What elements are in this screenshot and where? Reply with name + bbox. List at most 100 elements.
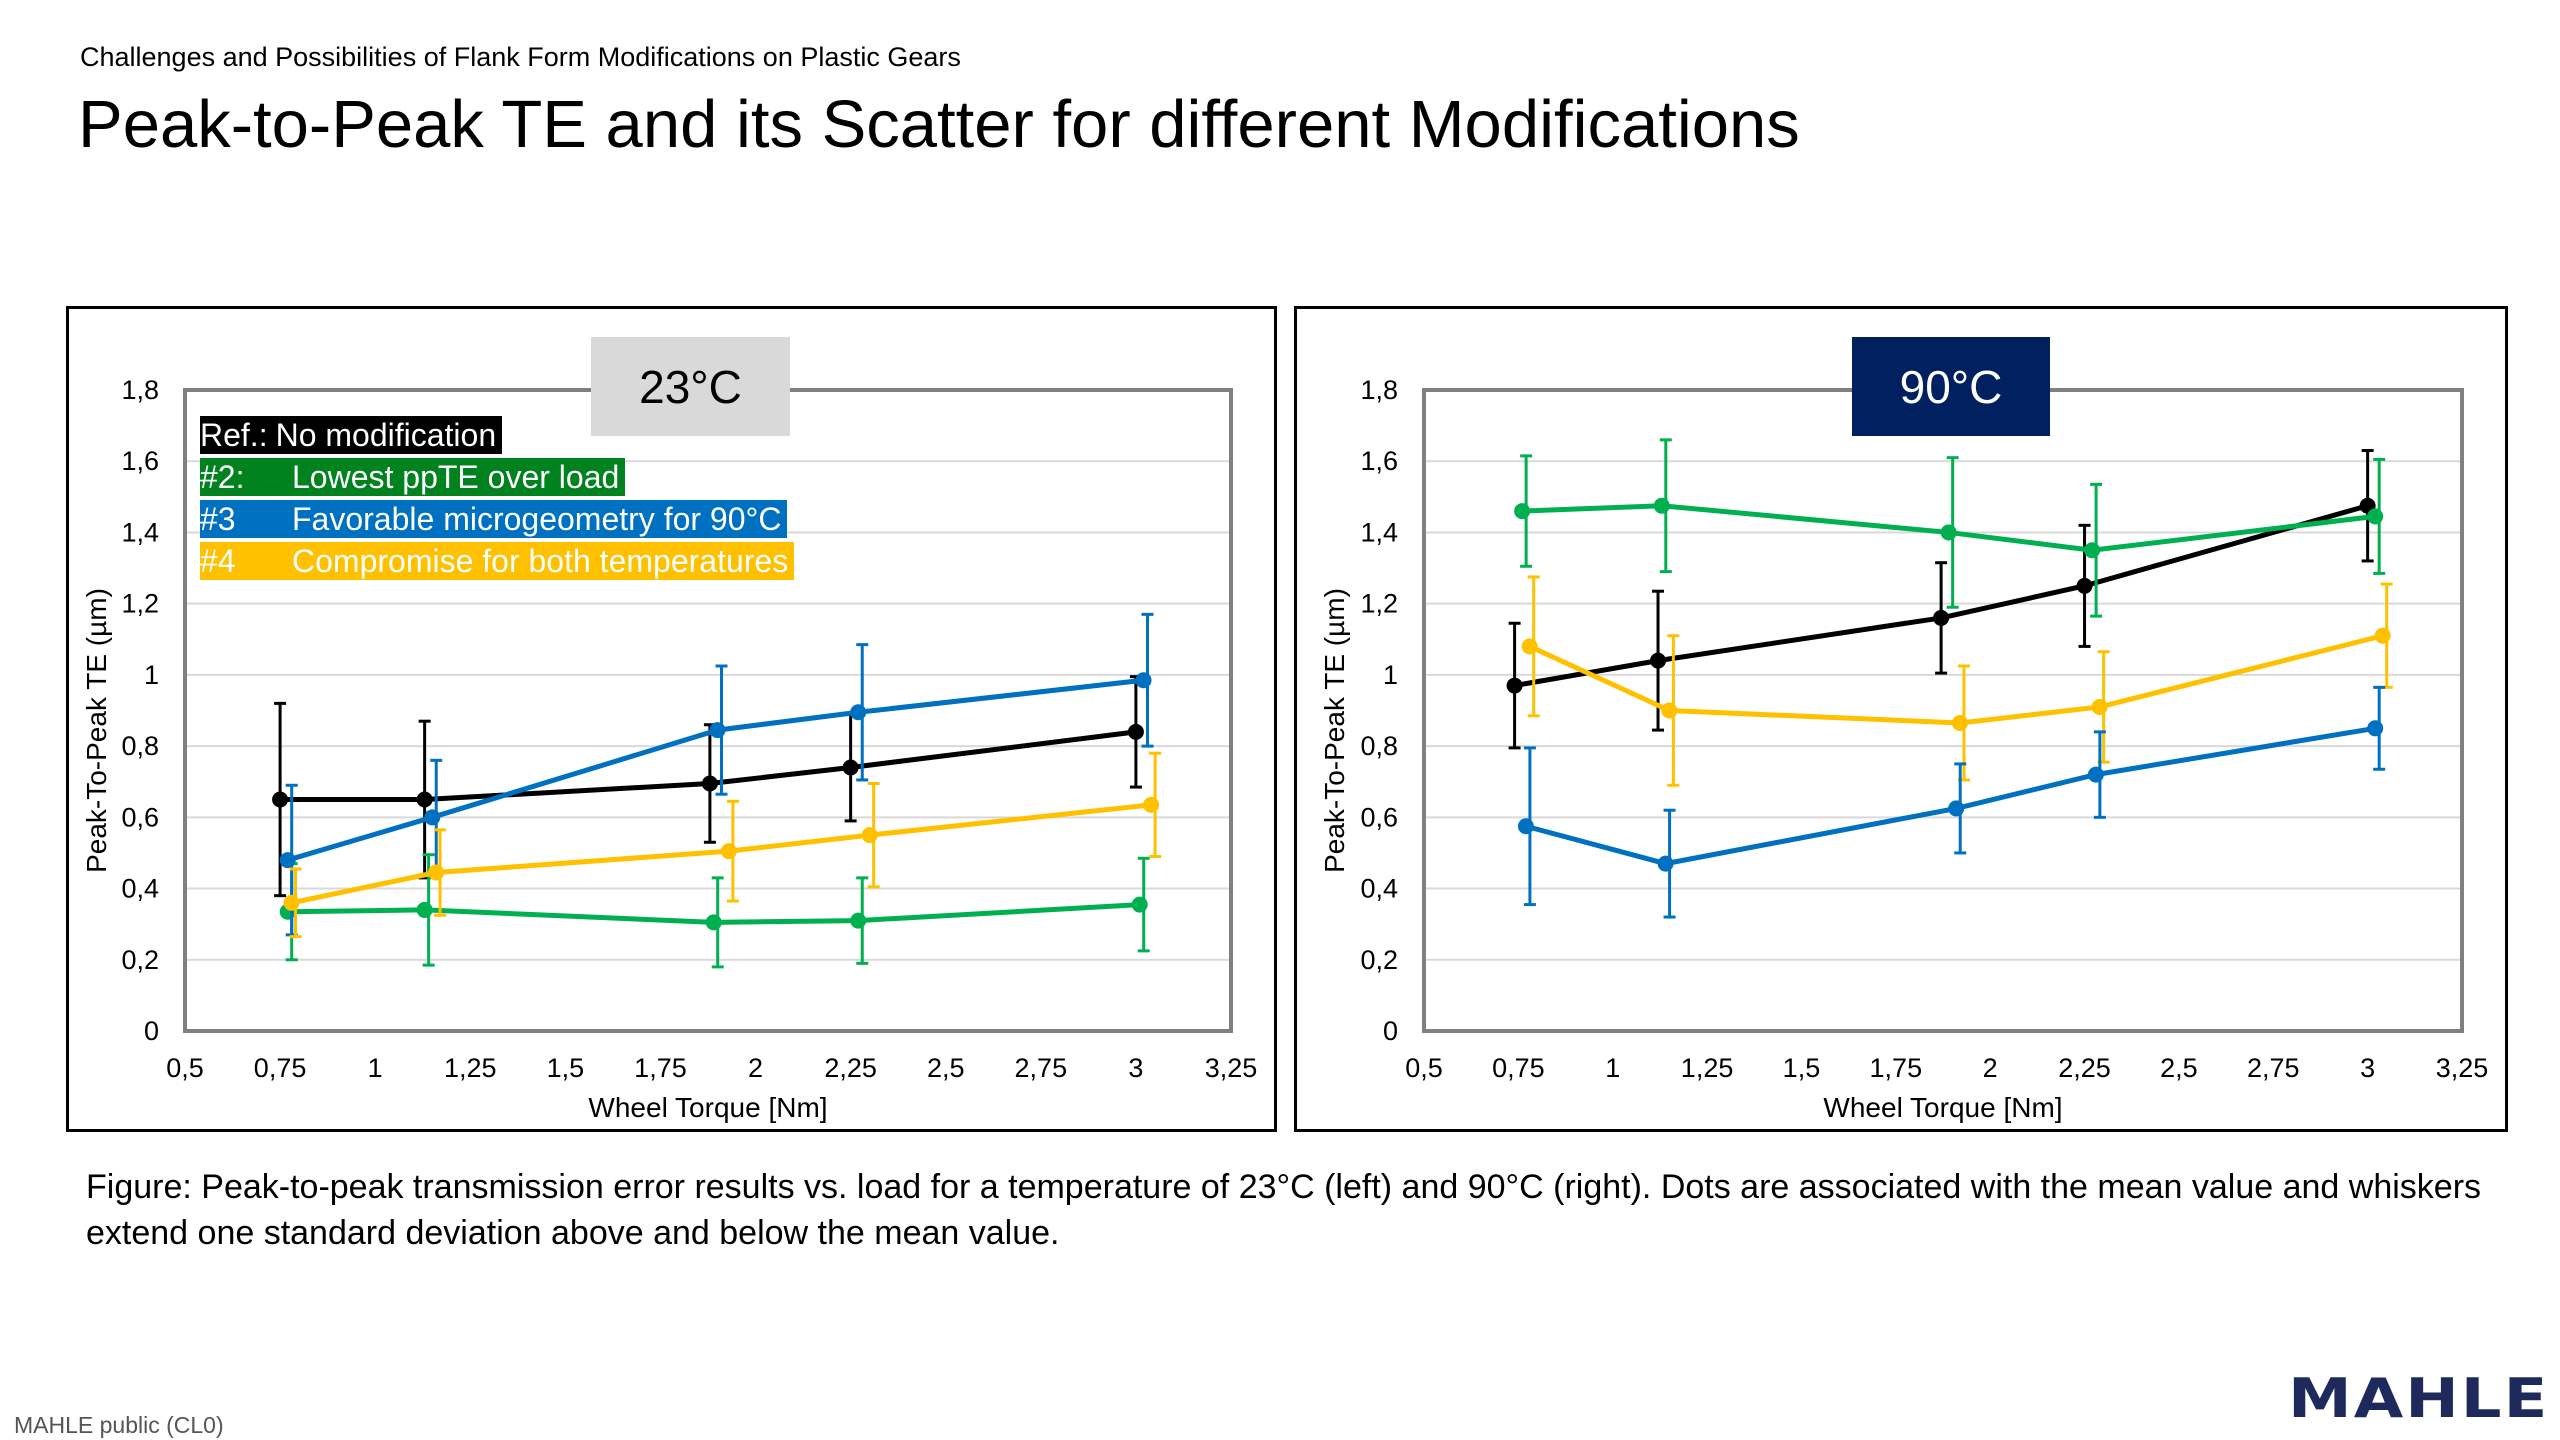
y-tick-label: 1,2 — [1360, 589, 1398, 619]
data-point — [416, 901, 433, 918]
data-point — [1127, 723, 1144, 740]
plot-area — [1422, 388, 2464, 1033]
data-point — [2374, 627, 2391, 644]
classification-label: MAHLE public (CL0) — [14, 1412, 224, 1438]
x-tick-label: 0,5 — [1405, 1053, 1443, 1083]
x-tick-label: 0,75 — [1492, 1053, 1545, 1083]
data-point — [709, 722, 726, 739]
presentation-subtitle: Challenges and Possibilities of Flank Fo… — [80, 42, 961, 72]
data-point — [1650, 652, 1667, 669]
data-point — [2091, 698, 2108, 715]
y-tick-label: 0,2 — [121, 945, 159, 975]
x-tick-label: 2 — [748, 1053, 763, 1083]
legend-item-4: #4 Compromise for both temperatures — [200, 542, 795, 580]
data-point — [1653, 497, 1670, 514]
x-tick-label: 3 — [2360, 1053, 2375, 1083]
legend-tag: Ref.: — [200, 416, 268, 453]
data-point — [701, 775, 718, 792]
x-tick-label: 1,5 — [547, 1053, 585, 1083]
data-point — [1657, 855, 1674, 872]
data-point — [424, 809, 441, 826]
y-tick-label: 1 — [1383, 660, 1398, 690]
x-tick-label: 1,75 — [634, 1053, 687, 1083]
slide-title: Peak-to-Peak TE and its Scatter for diff… — [78, 87, 1800, 162]
x-tick-label: 2 — [1983, 1053, 1998, 1083]
x-tick-label: 1,75 — [1870, 1053, 1923, 1083]
data-point — [283, 894, 300, 911]
y-tick-label: 1 — [144, 660, 159, 690]
data-point — [1506, 677, 1523, 694]
legend-item-ref: Ref.: No modification — [200, 416, 503, 454]
x-tick-label: 0,5 — [166, 1053, 204, 1083]
data-point — [2076, 577, 2093, 594]
y-tick-label: 1,4 — [121, 517, 159, 547]
x-tick-label: 1,25 — [444, 1053, 497, 1083]
data-point — [416, 791, 433, 808]
data-point — [2084, 542, 2101, 559]
data-point — [1940, 524, 1957, 541]
data-point — [2367, 508, 2384, 525]
legend-label: Compromise for both temperatures — [292, 542, 789, 579]
y-tick-label: 0,8 — [121, 731, 159, 761]
y-tick-label: 0,6 — [1360, 802, 1398, 832]
x-tick-label: 1,5 — [1783, 1053, 1821, 1083]
series-line — [286, 677, 1144, 863]
data-point — [1933, 609, 1950, 626]
x-tick-label: 3 — [1128, 1053, 1143, 1083]
x-tick-label: 2,5 — [927, 1053, 965, 1083]
legend-tag: #2: — [200, 458, 245, 495]
data-point — [720, 843, 737, 860]
y-tick-label: 0,2 — [1360, 945, 1398, 975]
data-point — [1135, 672, 1152, 689]
data-point — [2087, 766, 2104, 783]
data-point — [428, 864, 445, 881]
data-point — [1131, 896, 1148, 913]
y-tick-label: 1,2 — [121, 589, 159, 619]
x-axis-title: Wheel Torque [Nm] — [588, 1092, 827, 1123]
legend-label: Favorable microgeometry for 90°C — [292, 500, 782, 537]
data-point — [1521, 638, 1538, 655]
y-tick-label: 1,6 — [1360, 446, 1398, 476]
data-point — [1143, 796, 1160, 813]
data-point — [850, 704, 867, 721]
x-tick-label: 2,25 — [2058, 1053, 2111, 1083]
figure-caption: Figure: Peak-to-peak transmission error … — [86, 1168, 2482, 1252]
data-point — [850, 912, 867, 929]
mahle-logo: MAHLE — [2288, 1367, 2550, 1431]
data-point — [842, 759, 859, 776]
legend-tag: #4 — [200, 542, 236, 579]
chart-panel-23c — [66, 306, 1277, 1132]
data-point — [861, 827, 878, 844]
x-tick-label: 2,75 — [2247, 1053, 2300, 1083]
legend-label: No modification — [275, 416, 497, 453]
y-tick-label: 1,4 — [1360, 517, 1398, 547]
data-point — [1661, 702, 1678, 719]
data-point — [1514, 503, 1531, 520]
data-point — [279, 852, 296, 869]
chart-panel-90c — [1294, 306, 2508, 1132]
x-tick-label: 0,75 — [254, 1053, 307, 1083]
x-tick-label: 1 — [1605, 1053, 1620, 1083]
x-tick-label: 3,25 — [1205, 1053, 1258, 1083]
y-tick-label: 0 — [144, 1016, 159, 1046]
data-point — [2367, 720, 2384, 737]
legend-tag: #3 — [200, 500, 236, 537]
y-tick-label: 0,4 — [121, 874, 159, 904]
x-tick-label: 3,25 — [2436, 1053, 2489, 1083]
y-tick-label: 0 — [1383, 1016, 1398, 1046]
data-point — [1948, 800, 1965, 817]
x-axis-title: Wheel Torque [Nm] — [1823, 1092, 2062, 1123]
data-point — [1517, 818, 1534, 835]
y-tick-label: 1,8 — [121, 375, 159, 405]
x-tick-label: 2,25 — [824, 1053, 877, 1083]
data-point — [272, 791, 289, 808]
chart-title-23c: 23°C — [591, 337, 790, 436]
legend-item-3: #3 Favorable microgeometry for 90°C — [200, 500, 788, 538]
y-tick-label: 0,8 — [1360, 731, 1398, 761]
legend-item-2: #2: Lowest ppTE over load — [200, 458, 626, 496]
x-tick-label: 2,5 — [2160, 1053, 2198, 1083]
data-point — [705, 914, 722, 931]
y-tick-label: 0,4 — [1360, 874, 1398, 904]
y-tick-label: 1,8 — [1360, 375, 1398, 405]
